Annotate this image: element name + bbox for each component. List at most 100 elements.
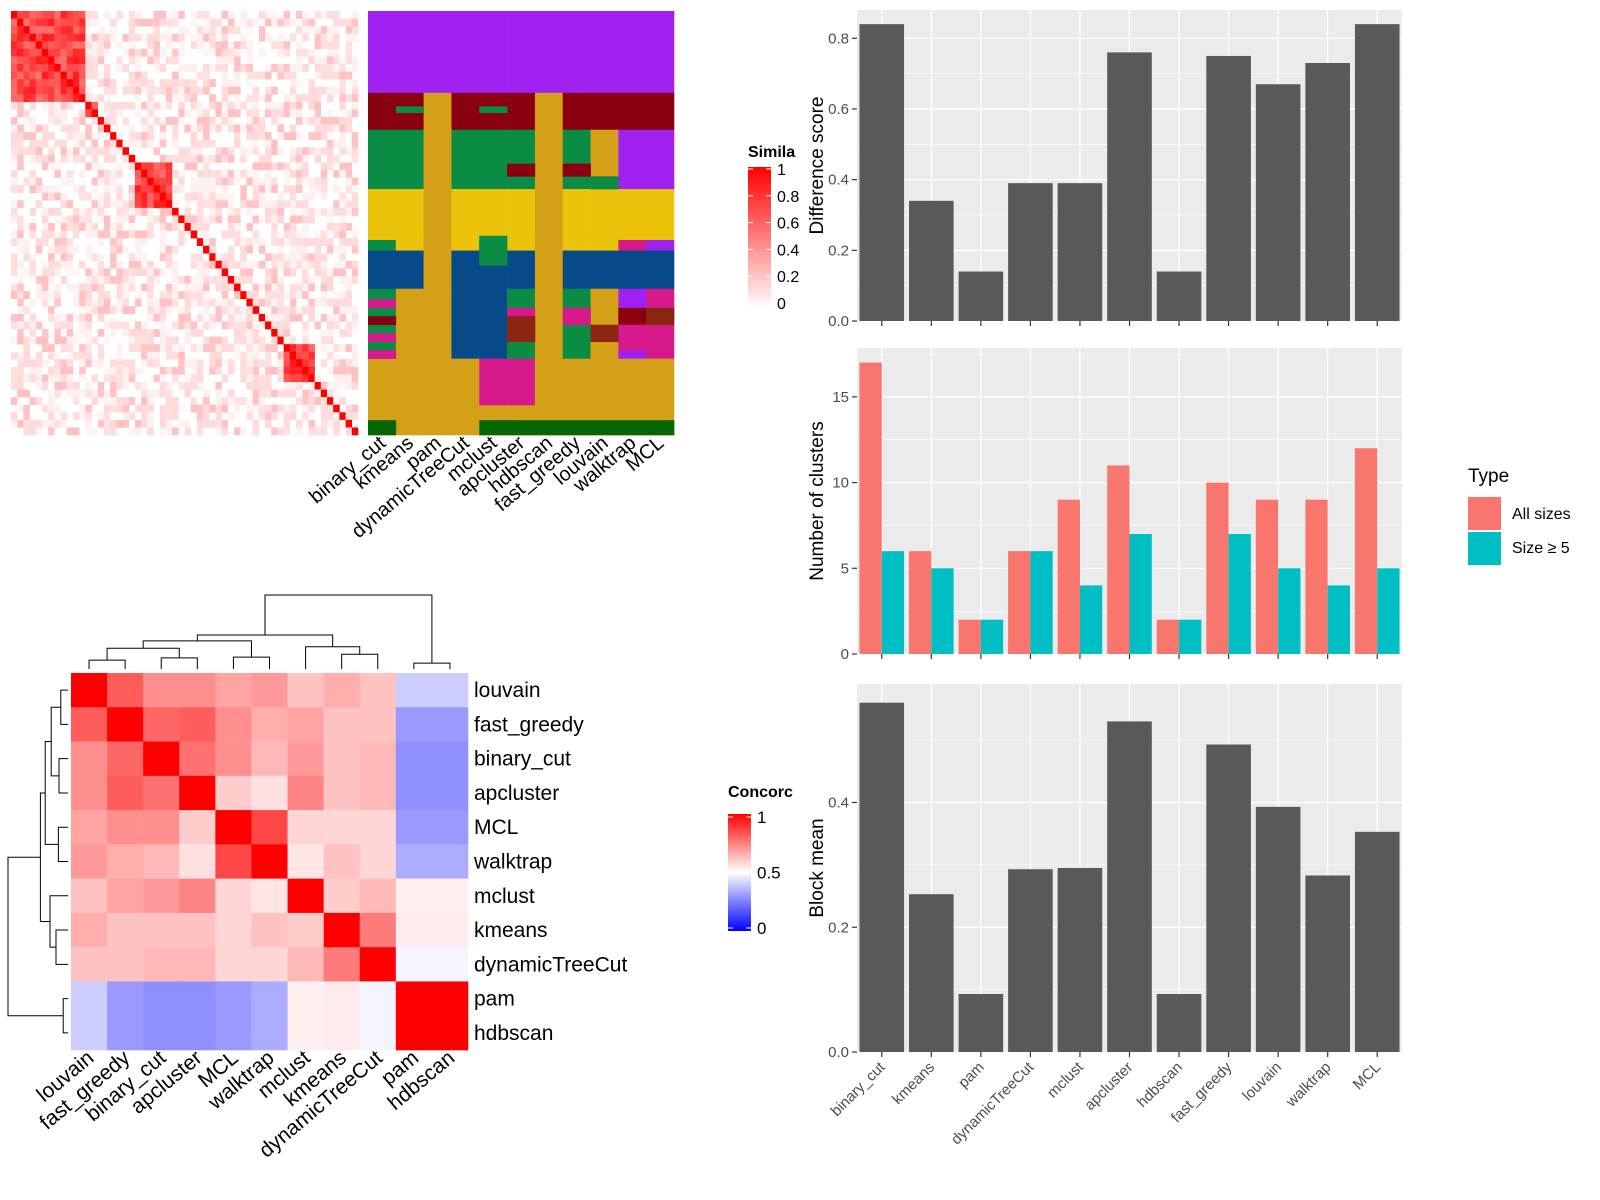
- similarity-cell: [72, 64, 80, 72]
- similarity-cell: [320, 185, 328, 194]
- similarity-cell: [91, 223, 99, 231]
- similarity-cell: [72, 71, 80, 80]
- similarity-cell: [128, 71, 136, 80]
- similarity-cell: [240, 170, 247, 178]
- similarity-cell: [196, 11, 204, 19]
- similarity-cell: [23, 336, 30, 345]
- similarity-cell: [48, 18, 55, 27]
- similarity-cell: [41, 223, 49, 231]
- similarity-cell: [277, 18, 284, 27]
- similarity-cell: [302, 329, 309, 337]
- similarity-cell: [215, 336, 222, 345]
- similarity-cell: [23, 223, 30, 231]
- class-segment: [646, 92, 675, 131]
- similarity-cell: [11, 101, 18, 110]
- class-segment: [534, 250, 564, 290]
- similarity-cell: [227, 359, 235, 368]
- similarity-cell: [277, 260, 284, 269]
- similarity-cell: [190, 329, 198, 337]
- similarity-cell: [165, 397, 173, 406]
- similarity-cell: [277, 71, 284, 80]
- similarity-cell: [116, 101, 123, 110]
- similarity-cell: [29, 124, 37, 133]
- concordance-cell: [143, 912, 180, 948]
- class-segment: [368, 250, 397, 290]
- similarity-cell: [209, 185, 216, 194]
- similarity-cell: [302, 64, 309, 72]
- similarity-cell: [116, 139, 123, 148]
- similarity-cell: [308, 192, 315, 201]
- concordance-cell: [395, 844, 433, 879]
- similarity-cell: [17, 351, 24, 360]
- concordance-row-label: hdbscan: [474, 1022, 553, 1045]
- similarity-cell: [302, 162, 309, 171]
- similarity-cell: [302, 260, 309, 269]
- similarity-cell: [339, 101, 346, 110]
- similarity-cell: [339, 223, 346, 231]
- similarity-cell: [333, 18, 340, 27]
- similarity-cell: [29, 397, 37, 406]
- similarity-cell: [60, 344, 68, 353]
- similarity-cell: [327, 215, 334, 224]
- similarity-cell: [302, 117, 309, 125]
- similarity-cell: [345, 48, 353, 57]
- similarity-cell: [103, 170, 111, 178]
- similarity-cell: [141, 344, 148, 353]
- class-segment: [646, 239, 675, 251]
- similarity-legend-title: Simila: [748, 144, 795, 161]
- similarity-cell: [271, 86, 278, 95]
- similarity-cell: [314, 154, 322, 163]
- concordance-cell: [179, 1015, 216, 1051]
- similarity-cell: [302, 207, 309, 216]
- similarity-cell: [209, 124, 216, 133]
- similarity-cell: [72, 26, 80, 35]
- similarity-cell: [128, 139, 136, 148]
- similarity-cell: [196, 215, 204, 224]
- concordance-cell: [287, 673, 324, 708]
- similarity-cell: [215, 147, 222, 156]
- similarity-cell: [327, 33, 334, 42]
- similarity-cell: [11, 397, 18, 406]
- y-axis-label: Difference score: [807, 97, 828, 235]
- similarity-cell: [258, 48, 266, 57]
- similarity-cell: [11, 382, 18, 390]
- similarity-cell: [351, 268, 359, 277]
- similarity-cell: [289, 313, 297, 322]
- similarity-cell: [159, 132, 167, 141]
- similarity-cell: [351, 94, 359, 103]
- similarity-cell: [11, 207, 18, 216]
- similarity-cell: [85, 124, 92, 133]
- similarity-cell: [110, 86, 117, 95]
- similarity-cell: [333, 321, 340, 330]
- similarity-cell: [159, 101, 167, 110]
- concordance-cell: [71, 981, 108, 1017]
- similarity-cell: [141, 139, 148, 148]
- dendrogram-branch: [55, 929, 68, 965]
- similarity-cell: [203, 11, 210, 19]
- similarity-cell: [85, 253, 92, 262]
- concordance-cell: [395, 810, 433, 845]
- similarity-cell: [252, 321, 260, 330]
- similarity-cell: [147, 344, 154, 353]
- similarity-cell: [203, 230, 210, 239]
- similarity-cell: [314, 117, 322, 125]
- similarity-cell: [153, 117, 161, 125]
- similarity-cell: [178, 291, 185, 300]
- similarity-cell: [203, 71, 210, 80]
- similarity-cell: [209, 48, 216, 57]
- similarity-cell: [172, 79, 179, 88]
- similarity-cell: [11, 147, 18, 156]
- similarity-cell: [240, 101, 247, 110]
- similarity-cell: [283, 177, 291, 186]
- similarity-cell: [209, 366, 216, 375]
- class-segment: [646, 129, 675, 190]
- similarity-cell: [122, 291, 130, 300]
- similarity-cell: [48, 313, 55, 322]
- similarity-cell: [122, 419, 130, 428]
- similarity-cell: [178, 306, 185, 315]
- class-segment: [395, 189, 424, 241]
- similarity-cell: [116, 366, 123, 375]
- similarity-cell: [91, 336, 99, 345]
- similarity-cell: [351, 382, 359, 390]
- similarity-cell: [339, 147, 346, 156]
